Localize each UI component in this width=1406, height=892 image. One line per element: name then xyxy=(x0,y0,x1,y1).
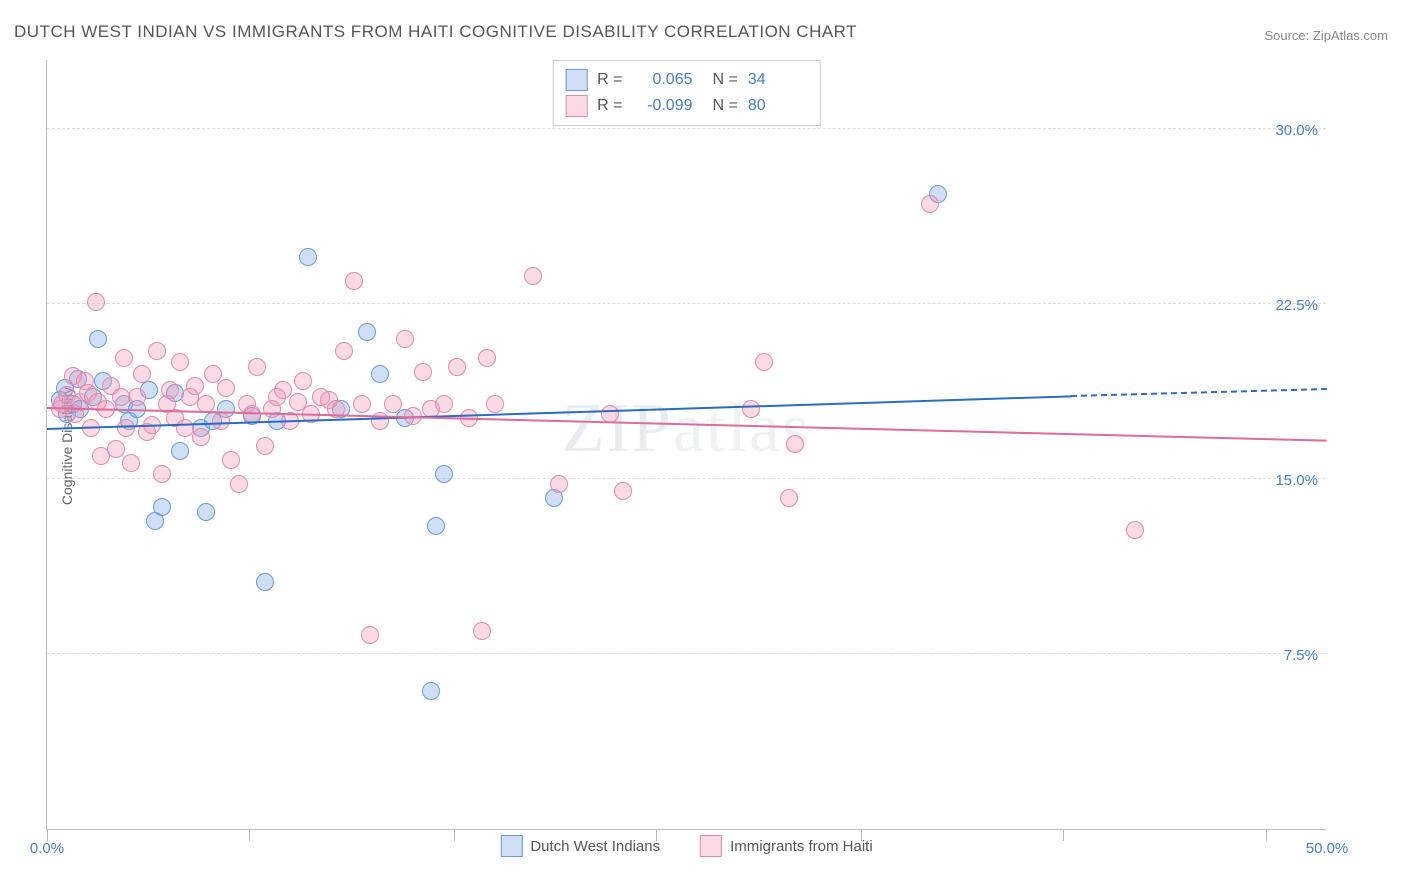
data-point xyxy=(473,622,491,640)
y-tick-label: 7.5% xyxy=(1284,647,1318,664)
data-point xyxy=(153,498,171,516)
data-point xyxy=(524,267,542,285)
data-point xyxy=(248,358,266,376)
data-point xyxy=(427,517,445,535)
x-tick xyxy=(656,829,657,841)
gridline xyxy=(47,303,1326,304)
correlation-row: R = -0.099 N = 80 xyxy=(565,93,808,119)
data-point xyxy=(192,428,210,446)
data-point xyxy=(197,503,215,521)
y-tick-label: 22.5% xyxy=(1275,297,1318,314)
r-label: R = xyxy=(597,71,622,89)
data-point xyxy=(299,248,317,266)
n-value: 34 xyxy=(748,71,808,89)
data-point xyxy=(122,454,140,472)
data-point xyxy=(115,349,133,367)
data-point xyxy=(89,330,107,348)
data-point xyxy=(133,365,151,383)
x-tick xyxy=(454,829,455,841)
data-point xyxy=(87,293,105,311)
data-point xyxy=(786,435,804,453)
data-point xyxy=(448,358,466,376)
data-point xyxy=(171,353,189,371)
n-value: 80 xyxy=(748,97,808,115)
correlation-legend: R = 0.065 N = 34 R = -0.099 N = 80 xyxy=(552,60,821,126)
data-point xyxy=(478,349,496,367)
data-point xyxy=(274,381,292,399)
x-tick xyxy=(1266,829,1267,841)
data-point xyxy=(486,395,504,413)
data-point xyxy=(186,377,204,395)
data-point xyxy=(396,330,414,348)
data-point xyxy=(371,365,389,383)
r-label: R = xyxy=(597,97,622,115)
x-tick xyxy=(249,829,250,841)
r-value: -0.099 xyxy=(633,97,693,115)
data-point xyxy=(256,437,274,455)
legend-item: Dutch West Indians xyxy=(500,835,660,857)
n-label: N = xyxy=(713,97,738,115)
data-point xyxy=(435,465,453,483)
gridline xyxy=(47,128,1326,129)
source-attribution: Source: ZipAtlas.com xyxy=(1264,28,1388,43)
x-tick-label: 0.0% xyxy=(30,840,64,857)
data-point xyxy=(353,395,371,413)
correlation-row: R = 0.065 N = 34 xyxy=(565,67,808,93)
legend-swatch xyxy=(565,69,587,91)
legend-swatch xyxy=(500,835,522,857)
data-point xyxy=(171,442,189,460)
data-point xyxy=(335,342,353,360)
source-name: ZipAtlas.com xyxy=(1313,28,1388,43)
n-label: N = xyxy=(713,71,738,89)
y-tick-label: 30.0% xyxy=(1275,122,1318,139)
data-point xyxy=(294,372,312,390)
data-point xyxy=(117,419,135,437)
data-point xyxy=(921,195,939,213)
r-value: 0.065 xyxy=(633,71,693,89)
legend-label: Immigrants from Haiti xyxy=(730,838,873,855)
trend-line xyxy=(1071,388,1327,397)
data-point xyxy=(601,405,619,423)
x-tick-label: 50.0% xyxy=(1306,840,1349,857)
y-tick-label: 15.0% xyxy=(1275,472,1318,489)
data-point xyxy=(107,440,125,458)
data-point xyxy=(217,379,235,397)
scatter-plot-area: ZIPatlas R =0.065N =34R =-0.099N =80 Dut… xyxy=(46,60,1326,830)
data-point xyxy=(435,395,453,413)
watermark-text: ZIPatlas xyxy=(562,389,811,469)
data-point xyxy=(780,489,798,507)
data-point xyxy=(256,573,274,591)
data-point xyxy=(422,682,440,700)
data-point xyxy=(230,475,248,493)
data-point xyxy=(361,626,379,644)
data-point xyxy=(161,381,179,399)
data-point xyxy=(222,451,240,469)
legend-swatch xyxy=(700,835,722,857)
data-point xyxy=(550,475,568,493)
data-point xyxy=(614,482,632,500)
source-label: Source: xyxy=(1264,28,1312,43)
data-point xyxy=(345,272,363,290)
gridline xyxy=(47,653,1326,654)
legend-swatch xyxy=(565,95,587,117)
legend-item: Immigrants from Haiti xyxy=(700,835,873,857)
data-point xyxy=(212,412,230,430)
chart-title: DUTCH WEST INDIAN VS IMMIGRANTS FROM HAI… xyxy=(14,22,857,42)
trend-line xyxy=(47,407,1327,442)
data-point xyxy=(128,388,146,406)
data-point xyxy=(742,400,760,418)
data-point xyxy=(153,465,171,483)
x-tick xyxy=(861,829,862,841)
x-tick xyxy=(1063,829,1064,841)
series-legend: Dutch West Indians Immigrants from Haiti xyxy=(500,835,872,857)
data-point xyxy=(384,395,402,413)
data-point xyxy=(148,342,166,360)
data-point xyxy=(755,353,773,371)
data-point xyxy=(358,323,376,341)
legend-label: Dutch West Indians xyxy=(530,838,660,855)
data-point xyxy=(1126,521,1144,539)
data-point xyxy=(414,363,432,381)
